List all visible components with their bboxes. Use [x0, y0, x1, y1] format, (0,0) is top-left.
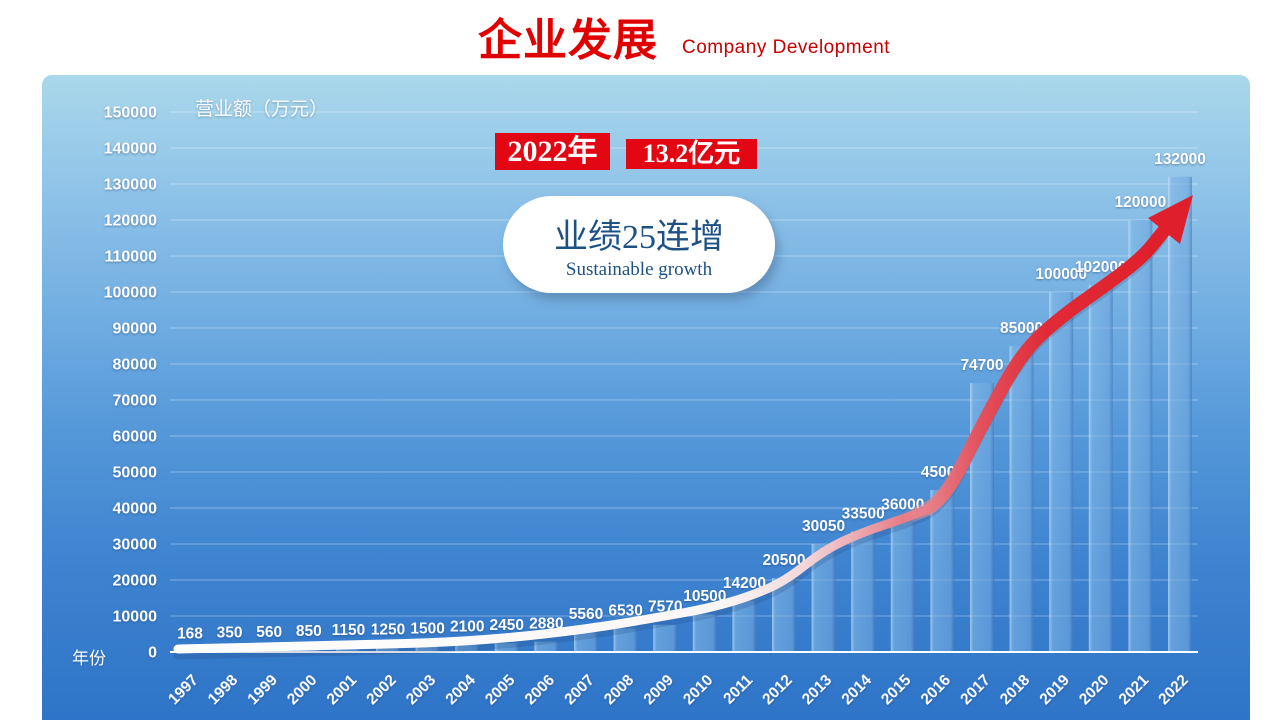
- x-tick-label: 2012: [759, 672, 795, 708]
- x-tick-label: 2001: [324, 672, 361, 709]
- x-tick-label: 2016: [918, 672, 955, 709]
- bar-value-label: 30050: [802, 518, 845, 535]
- bar-value-label: 2100: [450, 618, 484, 635]
- x-tick-label: 1997: [165, 672, 201, 708]
- bar-value-label: 5560: [569, 606, 603, 623]
- y-tick-label: 140000: [104, 141, 157, 158]
- chart-panel: [42, 75, 1250, 720]
- x-tick-label: 2014: [839, 672, 876, 709]
- growth-callout-title: 业绩25连增: [554, 219, 724, 256]
- y-tick-label: 130000: [104, 177, 157, 194]
- bar-value-label: 14200: [723, 575, 766, 592]
- bar: [296, 648, 321, 652]
- bar: [732, 600, 757, 652]
- x-tick-label: 2003: [403, 672, 440, 709]
- amount-badge: 13.2亿元: [626, 139, 757, 169]
- y-axis-title: 营业额（万元）: [195, 99, 329, 120]
- bar: [494, 643, 519, 652]
- y-tick-label: 120000: [104, 213, 157, 230]
- x-tick-label: 2020: [1076, 672, 1112, 708]
- x-tick-label: 2004: [443, 672, 480, 709]
- bar: [574, 631, 598, 652]
- y-tick-label: 150000: [104, 105, 157, 122]
- bar: [653, 624, 678, 652]
- bar: [930, 490, 955, 652]
- x-tick-label: 2000: [284, 672, 320, 708]
- x-tick-label: 2007: [561, 672, 597, 708]
- y-tick-label: 40000: [113, 501, 158, 518]
- y-tick-label: 30000: [113, 537, 158, 554]
- x-tick-label: 2010: [680, 672, 716, 708]
- x-tick-label: 2017: [957, 672, 993, 708]
- y-tick-label: 90000: [113, 321, 158, 338]
- bar: [1088, 284, 1113, 652]
- bar-value-label: 6530: [608, 602, 642, 619]
- y-tick-label: 60000: [113, 429, 158, 446]
- x-tick-label: 1998: [205, 672, 242, 709]
- bar: [851, 531, 876, 652]
- x-tick-label: 2022: [1155, 672, 1191, 708]
- x-tick-label: 2006: [522, 672, 559, 709]
- x-tick-label: 2005: [482, 672, 519, 709]
- bar-value-label: 1500: [410, 621, 444, 638]
- bar-value-label: 2450: [490, 617, 524, 634]
- x-tick-label: 2019: [1037, 672, 1074, 709]
- bar: [613, 628, 638, 652]
- growth-callout-subtitle: Sustainable growth: [565, 259, 713, 280]
- x-tick-label: 2011: [720, 672, 756, 708]
- growth-callout-bubble: 业绩25连增 Sustainable growth: [503, 196, 775, 293]
- trend-arrowhead: [1148, 195, 1193, 244]
- bar-value-label: 132000: [1154, 151, 1206, 168]
- bar: [336, 647, 361, 652]
- x-tick-label: 2018: [997, 672, 1034, 709]
- bar-value-label: 1250: [371, 622, 405, 639]
- y-tick-label: 70000: [113, 393, 158, 410]
- x-tick-label: 2015: [878, 672, 915, 709]
- bar: [692, 614, 717, 652]
- x-tick-label: 2008: [601, 672, 638, 709]
- y-tick-label: 110000: [104, 249, 157, 266]
- bar: [1128, 220, 1153, 652]
- bar: [415, 646, 440, 652]
- bar: [1009, 346, 1034, 652]
- bar: [534, 641, 559, 652]
- y-tick-label: 100000: [104, 285, 157, 302]
- x-tick-label: 1999: [245, 672, 282, 709]
- bar: [890, 522, 915, 652]
- x-tick-label: 2021: [1116, 672, 1153, 709]
- bar-value-label: 168: [177, 625, 203, 642]
- bar-value-label: 1150: [332, 622, 366, 639]
- bar: [1049, 292, 1074, 652]
- bar-value-label: 560: [256, 624, 282, 641]
- bar-value-label: 33500: [842, 505, 885, 522]
- y-tick-label: 20000: [113, 573, 158, 590]
- x-tick-label: 2009: [641, 672, 678, 709]
- y-tick-label: 0: [148, 645, 157, 662]
- y-tick-label: 80000: [113, 357, 158, 374]
- y-tick-label: 10000: [113, 609, 158, 626]
- bar-value-label: 120000: [1115, 194, 1167, 211]
- x-tick-label: 2013: [799, 672, 836, 709]
- bar-value-label: 10500: [683, 588, 726, 605]
- page-subtitle: Company Development: [682, 37, 891, 58]
- page-title: 企业发展: [478, 16, 658, 65]
- bar-value-label: 850: [296, 623, 322, 640]
- bar: [455, 644, 480, 652]
- bar-value-label: 350: [217, 625, 243, 642]
- bar: [772, 578, 796, 652]
- x-tick-label: 2002: [363, 672, 399, 708]
- bar: [1168, 176, 1192, 653]
- trend-curve-red-segment: [856, 225, 1170, 539]
- bar-value-label: 85000: [1000, 320, 1043, 337]
- bar-value-label: 100000: [1035, 266, 1087, 283]
- bar-value-label: 74700: [960, 357, 1003, 374]
- x-axis-title: 年份: [72, 649, 106, 668]
- bar-value-label: 20500: [762, 552, 805, 569]
- year-badge: 2022年: [495, 133, 610, 170]
- bar: [376, 647, 400, 652]
- y-tick-label: 50000: [113, 465, 158, 482]
